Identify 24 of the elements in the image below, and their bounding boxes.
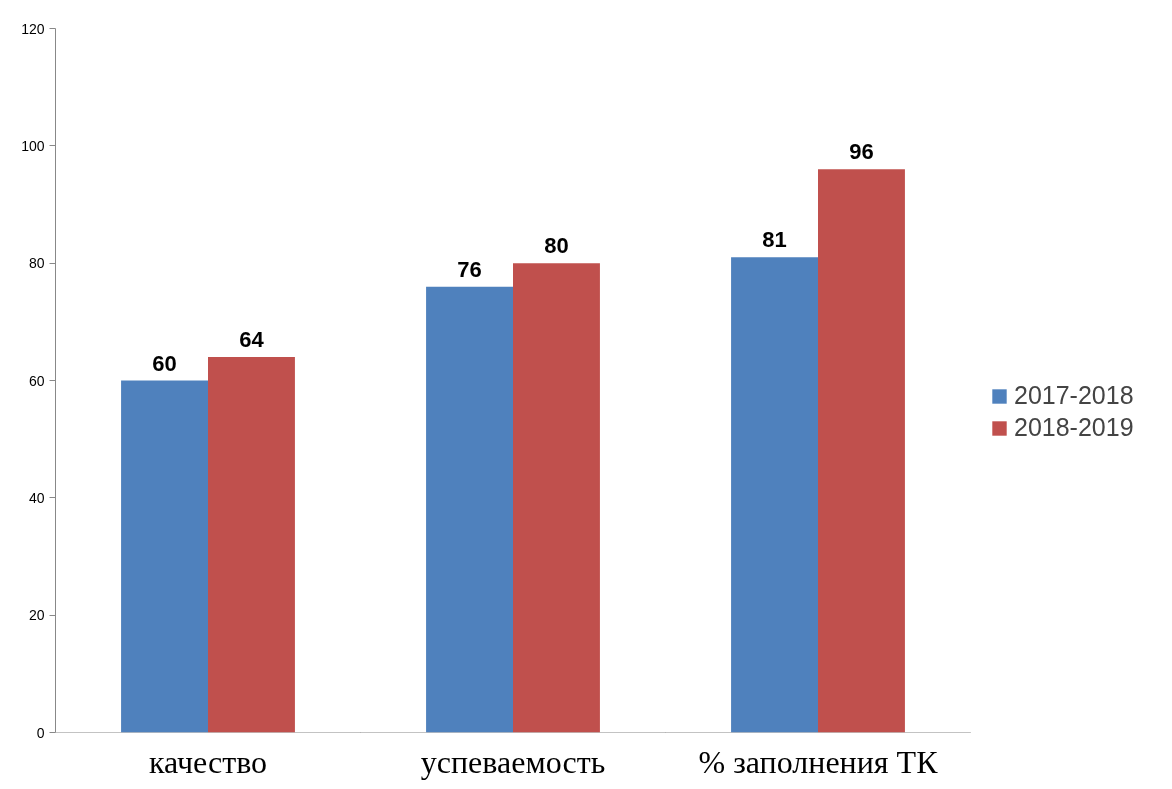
x-tick-label: успеваемость — [420, 743, 606, 780]
y-tick-label: 60 — [28, 372, 45, 389]
bar — [818, 169, 905, 733]
y-tick-label: 40 — [28, 489, 45, 506]
x-tick-label: качество — [148, 743, 268, 780]
bar — [513, 263, 600, 733]
y-tick-label: 120 — [21, 20, 45, 37]
x-tick-label: % заполнения ТК — [698, 743, 939, 780]
y-tick-label: 0 — [36, 724, 45, 741]
data-label: 81 — [762, 227, 787, 253]
bar — [208, 357, 295, 733]
data-label: 64 — [239, 327, 265, 353]
legend-label: 2017-2018 — [1014, 381, 1134, 410]
bar — [426, 286, 513, 733]
data-label: 80 — [544, 233, 569, 259]
y-tick-label: 20 — [28, 607, 45, 624]
legend-label: 2018-2019 — [1014, 413, 1134, 442]
y-tick-label: 80 — [28, 255, 45, 272]
bar — [121, 380, 208, 733]
data-label: 60 — [152, 350, 177, 376]
y-tick-label: 100 — [21, 137, 45, 154]
data-label: 96 — [849, 139, 874, 165]
bar — [731, 257, 818, 733]
data-label: 76 — [457, 256, 482, 282]
